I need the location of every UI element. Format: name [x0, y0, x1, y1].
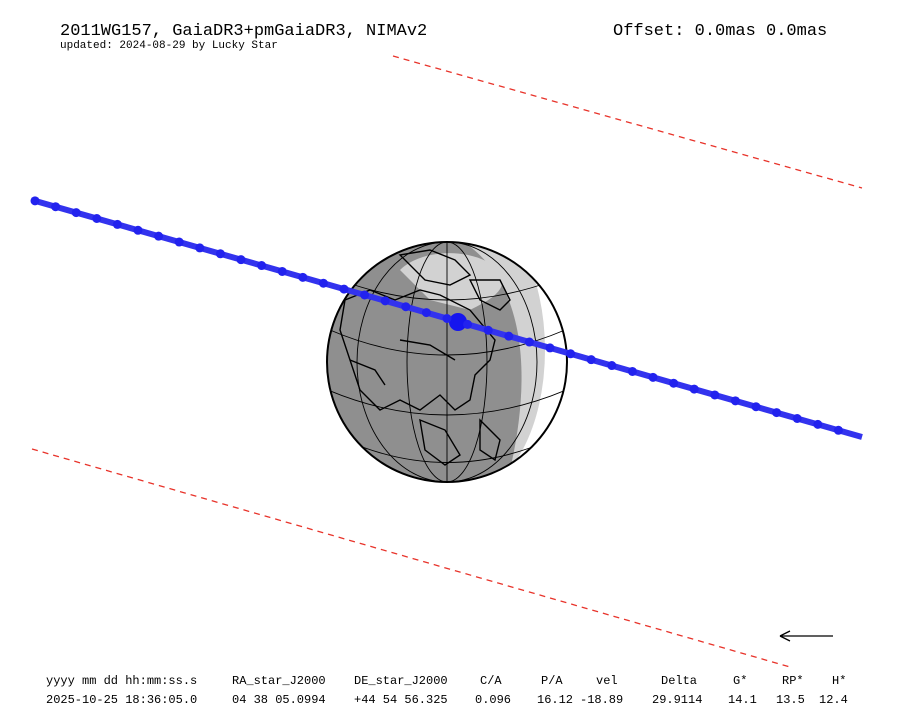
column-header: RA_star_J2000	[232, 674, 326, 688]
column-header: RP*	[782, 674, 804, 688]
time-marker	[174, 237, 184, 247]
time-marker	[401, 302, 411, 312]
time-marker	[463, 319, 473, 329]
time-marker	[586, 355, 596, 365]
time-marker	[421, 308, 431, 318]
path-limit	[392, 55, 863, 189]
time-marker	[277, 266, 287, 276]
ephemeris-table: yyyy mm dd hh:mm:ss.s RA_star_J2000 DE_sta…	[46, 674, 848, 707]
column-header: H*	[832, 674, 846, 688]
time-marker	[154, 231, 164, 241]
time-marker	[545, 343, 555, 353]
column-header: P/A	[541, 674, 563, 688]
time-marker	[51, 202, 61, 212]
table-cell: 16.12	[537, 693, 573, 707]
table-cell: -18.89	[580, 693, 623, 707]
time-marker	[71, 208, 81, 218]
time-marker	[92, 214, 102, 224]
table-cell: 13.5	[776, 693, 805, 707]
time-marker	[133, 225, 143, 235]
column-header: vel	[596, 674, 618, 688]
offset-label: Offset: 0.0mas 0.0mas	[613, 22, 827, 41]
time-marker	[833, 425, 843, 435]
shadow-track	[30, 196, 863, 440]
table-cell: +44 54 56.325	[354, 693, 448, 707]
map-title: 2011WG157, GaiaDR3+pmGaiaDR3, NIMAv2	[60, 22, 427, 41]
column-header: C/A	[480, 674, 502, 688]
time-marker	[298, 272, 308, 282]
table-cell: 29.9114	[652, 693, 702, 707]
table-cell: 2025-10-25 18:36:05.0	[46, 693, 197, 707]
time-marker	[751, 402, 761, 412]
time-marker	[648, 372, 658, 382]
table-cell: 14.1	[728, 693, 757, 707]
time-marker	[195, 243, 205, 253]
time-marker	[483, 325, 493, 335]
time-marker	[710, 390, 720, 400]
time-marker	[360, 290, 370, 300]
time-marker	[339, 284, 349, 294]
time-marker	[669, 378, 679, 388]
time-marker	[30, 196, 40, 206]
time-marker	[566, 349, 576, 359]
time-marker	[442, 314, 452, 323]
table-cell: 04 38 05.0994	[232, 693, 326, 707]
time-marker	[627, 366, 637, 376]
time-marker	[730, 396, 740, 406]
time-marker	[236, 255, 246, 265]
update-note: updated: 2024-08-29 by Lucky Star	[60, 40, 278, 52]
time-marker	[524, 337, 534, 347]
time-marker	[112, 219, 122, 229]
direction-arrow	[779, 630, 833, 642]
time-marker	[257, 261, 267, 271]
table-cell: 0.096	[475, 693, 511, 707]
column-header: DE_star_J2000	[354, 674, 448, 688]
time-marker	[689, 384, 699, 394]
time-marker	[215, 249, 225, 259]
column-header: Delta	[661, 674, 697, 688]
column-header: yyyy mm dd hh:mm:ss.s	[46, 674, 197, 688]
time-marker	[607, 361, 617, 371]
time-marker	[813, 419, 823, 429]
column-header: G*	[733, 674, 747, 688]
table-cell: 12.4	[819, 693, 848, 707]
time-marker	[772, 408, 782, 418]
time-marker	[504, 331, 514, 341]
time-marker	[792, 413, 802, 423]
closest-approach	[449, 313, 467, 331]
time-marker	[318, 278, 328, 288]
time-marker	[380, 296, 390, 306]
